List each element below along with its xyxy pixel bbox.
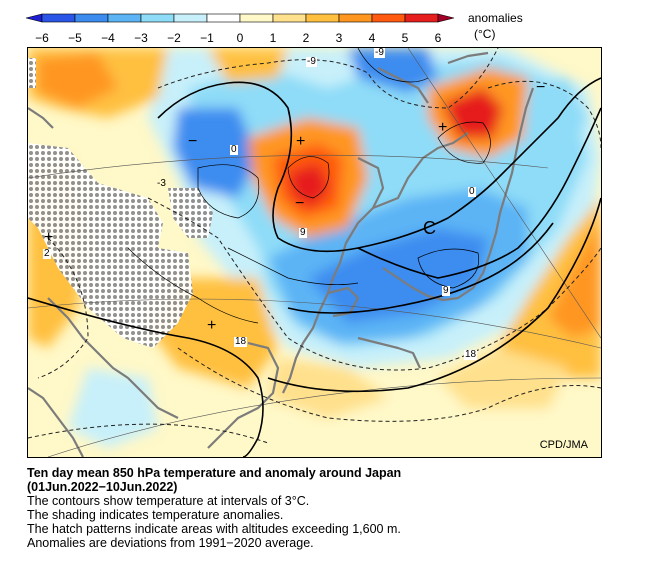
colorbar-segment bbox=[74, 13, 109, 23]
warm-max-symbol-center: + bbox=[296, 133, 306, 150]
caption-line: Anomalies are deviations from 1991−2020 … bbox=[27, 536, 314, 550]
colorbar-arrow-right bbox=[437, 13, 455, 23]
colorbar-segment bbox=[272, 13, 307, 23]
colorbar-tick-label: 2 bbox=[303, 31, 310, 45]
high-terrain-hatch-3 bbox=[28, 58, 36, 88]
temperature-contours bbox=[28, 77, 601, 457]
colorbar-tick-label: 3 bbox=[336, 31, 343, 45]
colorbar-segment bbox=[173, 13, 208, 23]
colorbar-tick-label: −5 bbox=[68, 31, 82, 45]
caption-title: Ten day mean 850 hPa temperature and ano… bbox=[27, 466, 402, 480]
warm-center-hot bbox=[288, 163, 330, 208]
colorbar-tick-label: −2 bbox=[167, 31, 181, 45]
anomaly-colorbar: −6 −5 −4 −3 −2 −1 0 1 2 3 4 5 6 bbox=[25, 13, 455, 45]
coastlines bbox=[28, 51, 535, 457]
colorbar-segment bbox=[239, 13, 274, 23]
caption-line: The hatch patterns indicate areas with a… bbox=[27, 522, 401, 536]
colorbar-segment bbox=[371, 13, 406, 23]
map-panel: -9 -9 0 -3 2 9 0 9 18 18 C + + + + − − −… bbox=[27, 47, 602, 458]
caption-period: (01Jun.2022−10Jun.2022) bbox=[27, 480, 178, 494]
contour-label-minus3: -3 bbox=[157, 178, 166, 189]
cold-center-symbol: C bbox=[423, 218, 436, 238]
contour-label-minus9-a: -9 bbox=[306, 56, 317, 67]
caption-line: The shading indicates temperature anomal… bbox=[27, 508, 284, 522]
high-terrain-hatch bbox=[28, 143, 193, 348]
colorbar-segment bbox=[140, 13, 175, 23]
colorbar-segment bbox=[404, 13, 439, 23]
colorbar-tick-label: 0 bbox=[237, 31, 244, 45]
credit-label: CPD/JMA bbox=[539, 439, 588, 451]
colorbar-segment bbox=[338, 13, 373, 23]
warm-east-core bbox=[548, 218, 601, 338]
colorbar-segment bbox=[41, 13, 76, 23]
cold-min-symbol-east: − bbox=[536, 79, 546, 96]
legend-title: anomalies bbox=[468, 11, 523, 25]
cool-west bbox=[173, 108, 258, 198]
cold-min-symbol-center: − bbox=[295, 195, 305, 212]
warm-ne-core bbox=[443, 88, 503, 138]
anomaly-map bbox=[28, 48, 601, 457]
warm-max-symbol-west: + bbox=[44, 229, 54, 246]
contour-label-18-east: 18 bbox=[464, 349, 478, 360]
colorbar-segment bbox=[107, 13, 142, 23]
high-terrain-hatch-2 bbox=[168, 188, 213, 238]
graticule bbox=[28, 48, 601, 457]
colorbar-tick-label: 6 bbox=[435, 31, 442, 45]
contour-label-18-west: 18 bbox=[234, 336, 248, 347]
warm-max-symbol-south: + bbox=[207, 317, 217, 334]
contour-label-0-west: 0 bbox=[230, 144, 238, 155]
contour-label-2: 2 bbox=[43, 248, 51, 259]
warm-south-mid bbox=[268, 358, 388, 418]
colorbar-tick-label: 1 bbox=[270, 31, 277, 45]
colorbar-tick-label: 4 bbox=[369, 31, 376, 45]
contour-label-0-east: 0 bbox=[468, 186, 476, 197]
contour-label-9-center: 9 bbox=[299, 227, 307, 238]
contour-label-minus9-b: -9 bbox=[374, 47, 385, 58]
colorbar-segment bbox=[305, 13, 340, 23]
warm-max-symbol-ne: + bbox=[438, 119, 448, 136]
colorbar-segment bbox=[206, 13, 241, 23]
colorbar-tick-label: 5 bbox=[402, 31, 409, 45]
warm-se bbox=[438, 348, 568, 408]
legend-unit: (°C) bbox=[474, 27, 496, 41]
caption: Ten day mean 850 hPa temperature and ano… bbox=[27, 466, 627, 550]
warm-nw-core bbox=[38, 53, 118, 108]
thin-contours bbox=[127, 48, 491, 324]
caption-line: The contours show temperature at interva… bbox=[27, 494, 310, 508]
colorbar-arrow-left bbox=[25, 13, 43, 23]
colorbar-tick-label: −4 bbox=[101, 31, 115, 45]
contour-label-9-east: 9 bbox=[442, 285, 450, 296]
colorbar-tick-label: −3 bbox=[134, 31, 148, 45]
cold-min-symbol-west: − bbox=[188, 133, 198, 150]
colorbar-tick-label: −1 bbox=[200, 31, 214, 45]
colorbar-tick-label: −6 bbox=[35, 31, 49, 45]
